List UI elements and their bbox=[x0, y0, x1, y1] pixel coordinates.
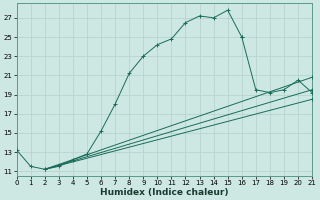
X-axis label: Humidex (Indice chaleur): Humidex (Indice chaleur) bbox=[100, 188, 228, 197]
